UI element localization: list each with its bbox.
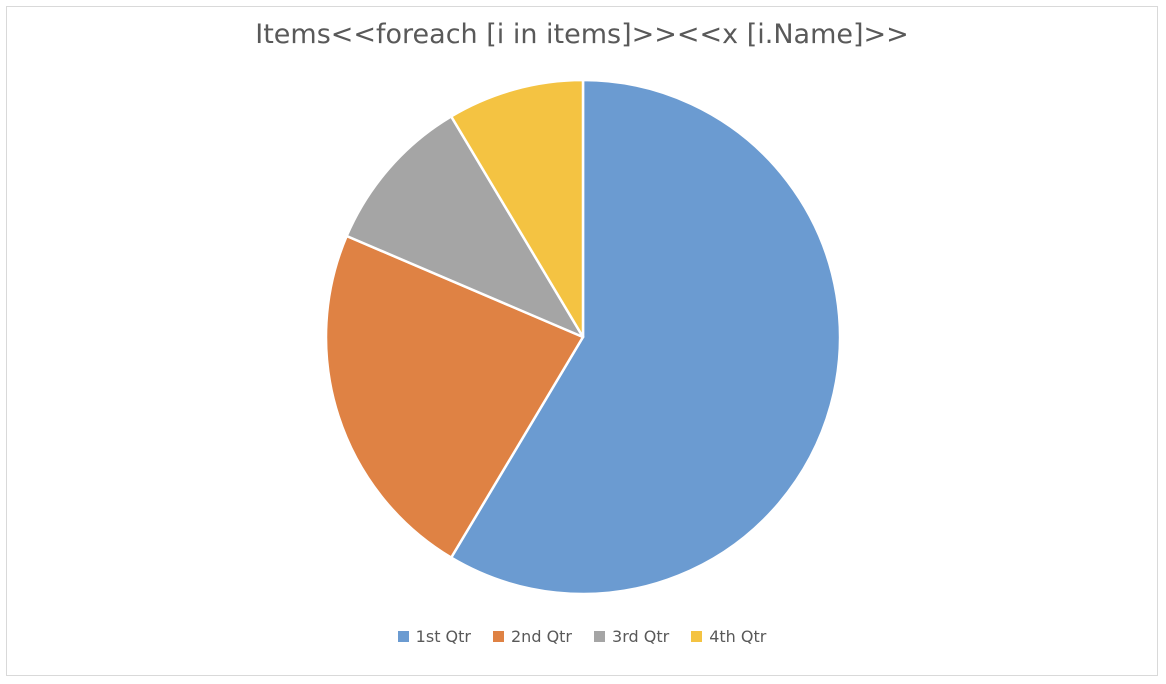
- legend-item-2nd-qtr: 2nd Qtr: [493, 627, 572, 646]
- pie-slice-1st-qtr: [449, 78, 842, 596]
- legend-swatch: [691, 631, 703, 642]
- legend-item-1st-qtr: 1st Qtr: [397, 627, 471, 646]
- chart-legend: 1st Qtr 2nd Qtr 3rd Qtr 4th Qtr: [7, 627, 1157, 646]
- chart-title: Items<<foreach [i in items]>><<x [i.Name…: [255, 19, 909, 50]
- legend-label: 4th Qtr: [709, 627, 767, 646]
- pie-chart: [324, 78, 842, 596]
- legend-label: 2nd Qtr: [511, 627, 573, 646]
- pie-slice-2nd-qtr: [324, 234, 585, 559]
- pie-slice-4th-qtr: [449, 78, 585, 339]
- pie-slice-3rd-qtr: [345, 115, 585, 339]
- chart-area: Items<<foreach [i in items]>><<x [i.Name…: [6, 6, 1158, 676]
- legend-label: 3rd Qtr: [612, 627, 670, 646]
- legend-label: 1st Qtr: [415, 627, 471, 646]
- legend-item-4th-qtr: 4th Qtr: [691, 627, 766, 646]
- legend-swatch: [493, 631, 504, 642]
- legend-swatch: [397, 631, 409, 642]
- legend-item-3rd-qtr: 3rd Qtr: [594, 627, 669, 646]
- legend-swatch: [594, 631, 606, 642]
